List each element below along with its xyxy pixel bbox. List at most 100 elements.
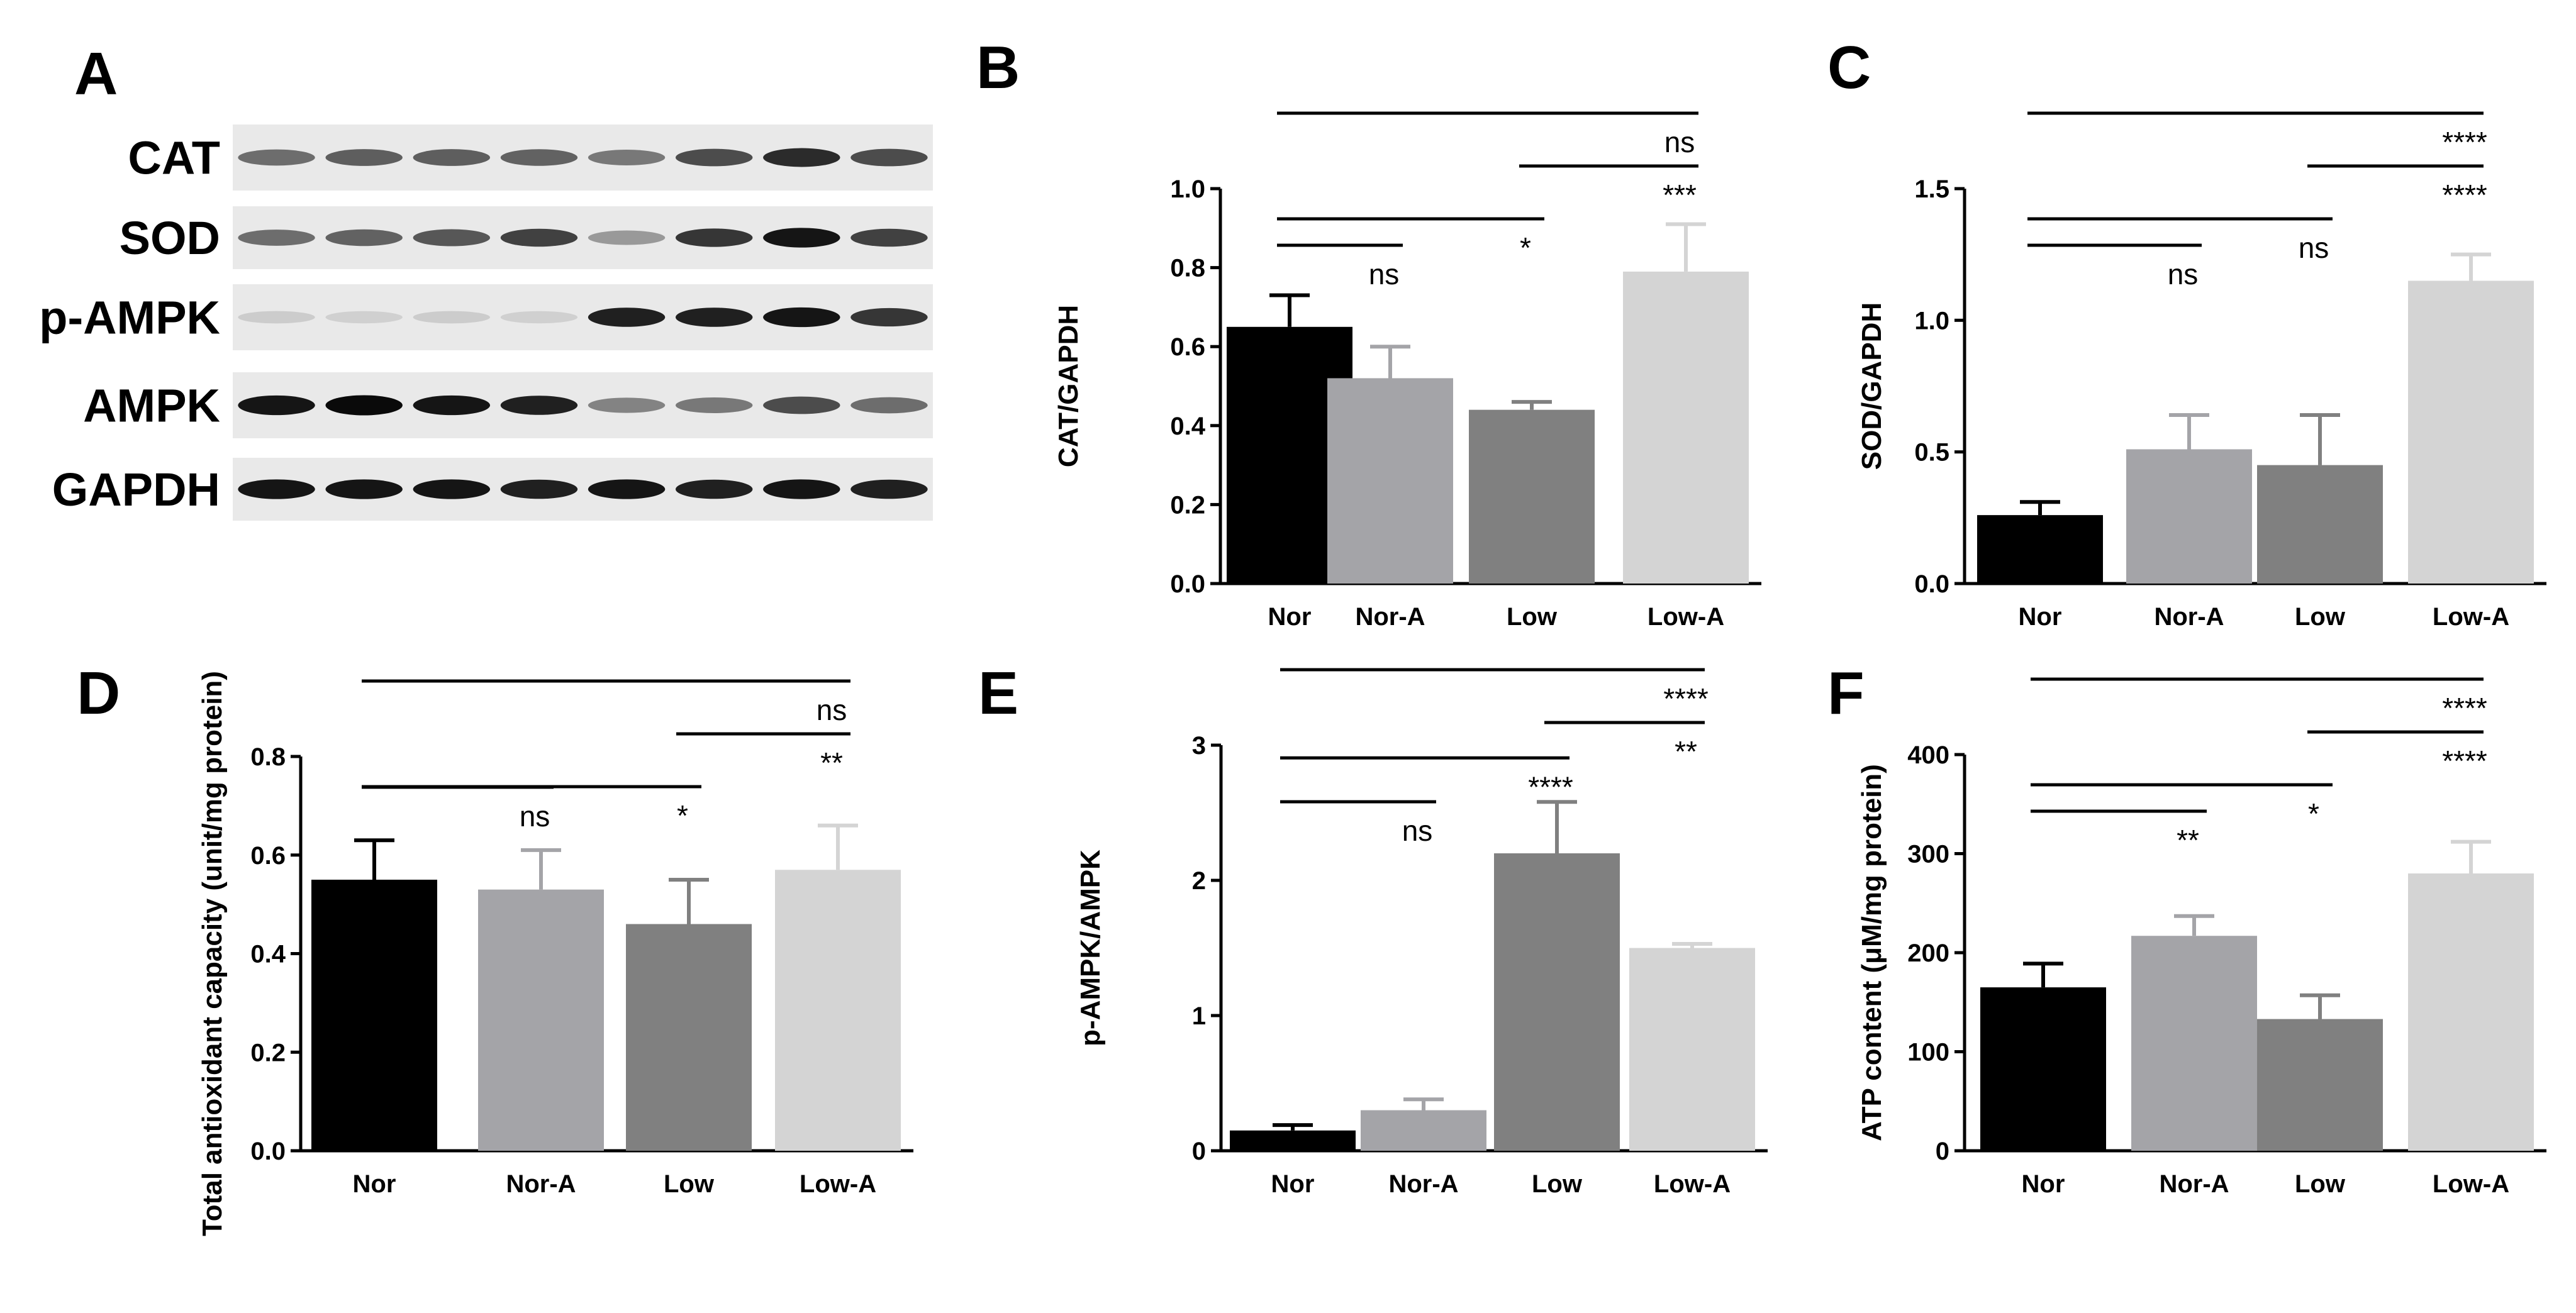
x-tick-label: Low-A [1648, 603, 1724, 631]
significance-label: **** [2442, 179, 2487, 211]
x-tick-label: Low-A [2433, 603, 2509, 631]
bar-low-a [775, 870, 901, 1151]
blot-band [238, 230, 315, 246]
significance-label: ** [2177, 824, 2199, 856]
blot-band [238, 311, 315, 324]
y-tick-label: 2 [1192, 867, 1206, 895]
blot-row-p-ampk: p-AMPK [39, 284, 933, 350]
blot-row-sod: SOD [120, 206, 933, 269]
blot-band [850, 307, 928, 327]
x-tick-label: Low-A [800, 1170, 876, 1198]
x-tick-label: Low-A [1654, 1170, 1731, 1198]
blot-band [238, 149, 315, 166]
blot-band [325, 479, 403, 499]
bar-low-a [2408, 280, 2534, 584]
y-tick-label: 0.0 [1170, 570, 1205, 598]
y-tick-label: 400 [1907, 741, 1949, 769]
significance-label: **** [2442, 126, 2487, 158]
y-axis-label: SOD/GAPDH [1856, 302, 1887, 470]
x-tick-label: Nor-A [1355, 603, 1425, 631]
y-tick-label: 0.5 [1914, 439, 1949, 467]
x-tick-label: Low-A [2433, 1170, 2509, 1198]
x-tick-label: Nor-A [1388, 1170, 1458, 1198]
blot-band [238, 395, 315, 416]
y-tick-label: 0.8 [1170, 255, 1205, 282]
x-tick-label: Nor [353, 1170, 396, 1198]
significance-label: ns [2299, 231, 2329, 264]
y-axis-label: ATP content (μM/mg protein) [1856, 764, 1887, 1141]
bar-low [2257, 465, 2383, 584]
blot-band [850, 148, 928, 167]
y-tick-label: 1.5 [1914, 175, 1949, 203]
significance-label: * [1520, 231, 1531, 264]
blot-band [675, 148, 753, 167]
panel-label-c: C [1827, 34, 1871, 101]
panel-label-f: F [1827, 660, 1865, 727]
blot-band [675, 479, 753, 499]
blot-band [413, 479, 491, 499]
blot-band [850, 479, 928, 499]
blot-band [763, 396, 840, 414]
y-tick-label: 0.6 [1170, 333, 1205, 361]
significance-label: ** [820, 746, 843, 779]
x-tick-label: Nor-A [2159, 1170, 2229, 1198]
blot-band [325, 395, 403, 416]
chart-panel-b: B 0.0 0.2 0.4 0.6 0.8 1.0 CAT/GAPDH Nor Nor-A Low L… [976, 34, 1761, 631]
significance-label: ns [2168, 258, 2199, 291]
panel-label-b: B [976, 34, 1020, 101]
bar-low [1469, 409, 1595, 584]
blot-row-ampk: AMPK [83, 372, 933, 438]
chart-panel-c: C 0.0 0.5 1.0 1.5 SOD/GAPDH Nor Nor-A Low Low-A **… [1827, 34, 2546, 631]
y-tick-label: 200 [1907, 939, 1949, 967]
significance-label: ns [1664, 126, 1695, 158]
x-tick-label: Nor [1271, 1170, 1315, 1198]
western-blot-panel: A CAT SOD p-AMPK AMPK GAPDH [39, 40, 933, 521]
blot-label: SOD [120, 212, 220, 264]
blot-band [763, 148, 840, 167]
blot-row-cat: CAT [128, 125, 933, 191]
bar-nor [1230, 1130, 1356, 1151]
blot-band [500, 396, 578, 415]
bar-nor-a [478, 889, 604, 1151]
significance-label: **** [2442, 745, 2487, 777]
x-tick-label: Low [2295, 1170, 2346, 1198]
blot-band [588, 150, 666, 165]
y-tick-label: 1.0 [1914, 307, 1949, 335]
x-tick-label: Low [1532, 1170, 1583, 1198]
bar-low [1494, 853, 1620, 1151]
chart-panel-f: F 0 100 200 300 400 ATP content (μM/mg protein… [1827, 660, 2546, 1198]
y-tick-label: 0.4 [250, 941, 286, 968]
y-tick-label: 1 [1192, 1002, 1206, 1030]
y-tick-label: 100 [1907, 1039, 1949, 1066]
blot-label: CAT [128, 132, 220, 184]
blot-band [325, 149, 403, 166]
y-tick-label: 0.8 [250, 743, 286, 771]
y-tick-label: 1.0 [1170, 175, 1205, 203]
blot-band [500, 149, 578, 166]
x-tick-label: Nor-A [2154, 603, 2224, 631]
y-tick-label: 0 [1192, 1138, 1206, 1165]
blot-label: AMPK [83, 380, 220, 432]
blot-label: GAPDH [52, 463, 220, 516]
blot-band [413, 311, 491, 324]
blot-band [500, 228, 578, 247]
blot-band [675, 397, 753, 413]
y-tick-label: 0 [1936, 1138, 1949, 1165]
y-axis-label: Total antioxidant capacity (unit/mg prot… [197, 671, 228, 1236]
blot-band [763, 228, 840, 248]
y-tick-label: 0.4 [1170, 413, 1205, 440]
y-tick-label: 3 [1192, 732, 1206, 760]
significance-label: ** [1675, 735, 1697, 768]
blot-band [413, 395, 491, 416]
x-tick-label: Nor [2022, 1170, 2065, 1198]
y-tick-label: 0.2 [250, 1039, 286, 1066]
bar-nor-a [1327, 378, 1453, 584]
bar-nor-a [1361, 1110, 1486, 1151]
blot-band [675, 307, 753, 327]
blot-band [763, 307, 840, 328]
chart-panel-d: D 0.0 0.2 0.4 0.6 0.8 Total antioxidant capaci… [77, 660, 913, 1236]
blot-band [500, 311, 578, 324]
bar-charts: B 0.0 0.2 0.4 0.6 0.8 1.0 CAT/GAPDH Nor Nor-A Low L… [77, 34, 2546, 1236]
